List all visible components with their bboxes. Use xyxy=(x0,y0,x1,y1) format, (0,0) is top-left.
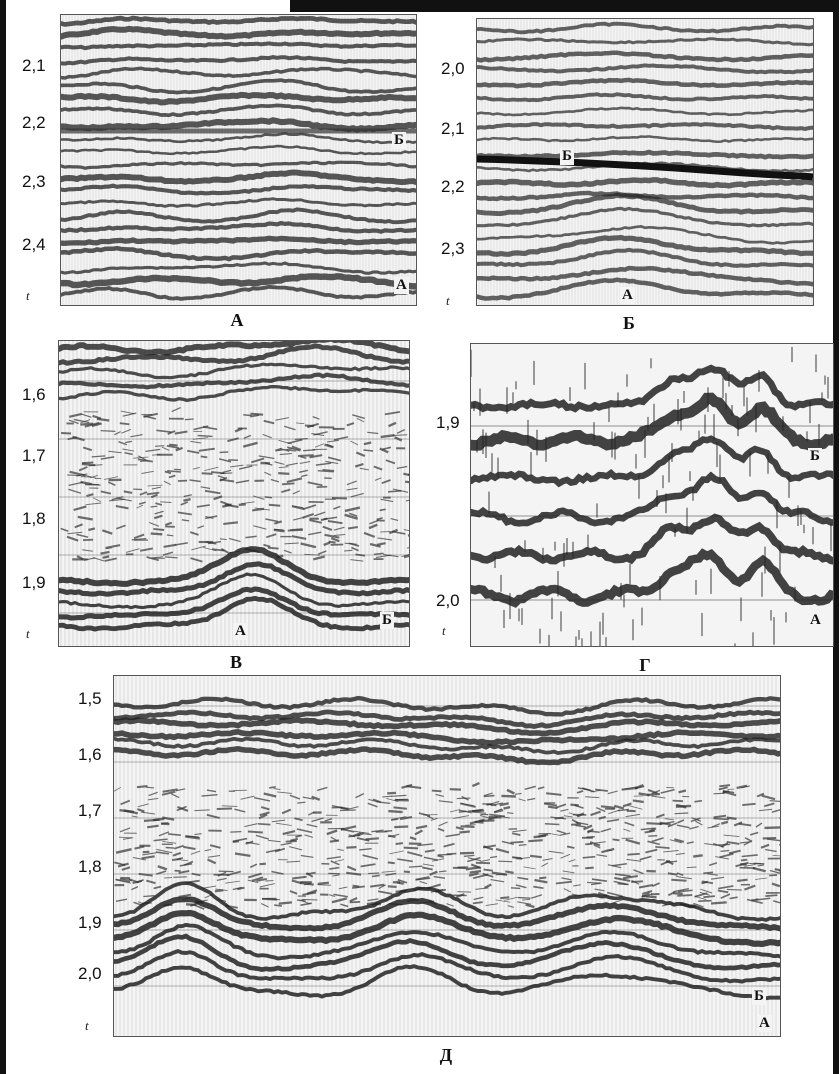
horizon-label-v-a: А xyxy=(233,623,248,640)
tick-a-2: 2,2 xyxy=(22,113,46,132)
horizon-label-a-a: А xyxy=(394,277,409,294)
tick-v-1: 1,6 xyxy=(22,385,46,404)
tick-b-2: 2,1 xyxy=(441,119,465,138)
time-axis-symbol-b: t xyxy=(446,293,450,308)
caption-v: В xyxy=(229,652,242,672)
seismic-panel-d xyxy=(113,675,781,1037)
seismic-panel-g xyxy=(470,343,834,647)
seismic-panel-b xyxy=(476,18,814,306)
tick-a-3: 2,3 xyxy=(22,172,46,191)
tick-d-2: 1,6 xyxy=(78,745,102,764)
seismic-section-g-image xyxy=(471,346,833,646)
seismic-section-a-image xyxy=(61,15,416,305)
seismic-section-b-image xyxy=(477,19,813,305)
tick-d-3: 1,7 xyxy=(78,801,102,820)
horizon-label-b-b: Б xyxy=(560,148,574,165)
tick-b-1: 2,0 xyxy=(441,59,465,78)
caption-a: А xyxy=(230,310,244,330)
time-axis-symbol-d: t xyxy=(85,1018,89,1033)
caption-b: Б xyxy=(623,313,635,333)
time-axis-symbol-a: t xyxy=(26,288,30,303)
seismic-section-v-image xyxy=(59,341,409,646)
tick-b-4: 2,3 xyxy=(441,239,465,258)
time-axis-symbol-v: t xyxy=(26,626,30,641)
time-axis-symbol-g: t xyxy=(442,623,446,638)
horizon-label-d-a: А xyxy=(757,1015,772,1032)
tick-v-4: 1,9 xyxy=(22,573,46,592)
seismic-panel-v xyxy=(58,340,410,647)
tick-a-4: 2,4 xyxy=(22,235,46,254)
tick-v-2: 1,7 xyxy=(22,446,46,465)
tick-d-1: 1,5 xyxy=(78,689,102,708)
tick-g-1: 1,9 xyxy=(436,413,460,432)
tick-d-6: 2,0 xyxy=(78,964,102,983)
seismic-panel-a xyxy=(60,14,417,306)
seismic-section-d-image xyxy=(114,676,780,1036)
top-banner xyxy=(290,0,839,12)
tick-a-1: 2,1 xyxy=(22,56,46,75)
caption-g: Г xyxy=(639,655,651,675)
tick-d-5: 1,9 xyxy=(78,913,102,932)
tick-b-3: 2,2 xyxy=(441,177,465,196)
caption-d: Д xyxy=(439,1045,453,1065)
horizon-label-d-b: Б xyxy=(752,988,766,1005)
horizon-label-g-b: Б xyxy=(808,448,822,465)
tick-d-4: 1,8 xyxy=(78,857,102,876)
horizon-label-b-a: А xyxy=(620,287,635,304)
horizon-label-v-b: Б xyxy=(380,612,394,629)
tick-v-3: 1,8 xyxy=(22,509,46,528)
horizon-label-g-a: А xyxy=(808,612,823,629)
horizon-label-a-b: Б xyxy=(392,132,406,149)
tick-g-2: 2,0 xyxy=(436,591,460,610)
